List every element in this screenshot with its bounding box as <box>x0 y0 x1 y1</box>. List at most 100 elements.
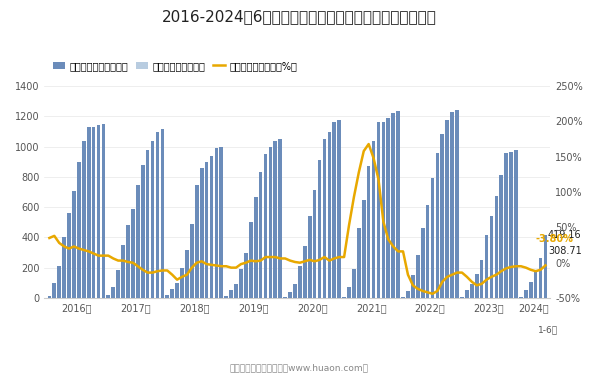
Bar <box>421 252 425 298</box>
Bar <box>411 284 414 298</box>
Bar <box>170 292 174 298</box>
Bar <box>426 205 429 298</box>
Bar <box>180 279 184 298</box>
Bar <box>318 211 321 298</box>
Bar <box>435 153 440 298</box>
Bar <box>347 286 351 298</box>
Bar <box>450 112 454 298</box>
Bar <box>131 242 135 298</box>
Bar <box>166 296 169 298</box>
Bar <box>362 236 365 298</box>
Bar <box>382 122 385 298</box>
Bar <box>205 162 209 298</box>
Bar <box>48 297 51 298</box>
Text: -3.80%: -3.80% <box>536 234 573 244</box>
Bar <box>416 271 420 298</box>
Bar <box>72 191 76 298</box>
Bar <box>308 215 312 298</box>
Bar <box>450 164 454 298</box>
Bar <box>62 263 66 298</box>
Bar <box>313 232 316 298</box>
Bar <box>283 297 287 298</box>
Bar <box>82 141 86 298</box>
Bar <box>495 196 498 298</box>
Bar <box>67 249 71 298</box>
Bar <box>386 118 390 298</box>
Bar <box>293 290 297 298</box>
Bar <box>273 191 277 298</box>
Bar <box>391 171 395 298</box>
Bar <box>239 280 243 298</box>
Bar <box>504 153 508 298</box>
Bar <box>357 229 361 298</box>
Bar <box>288 292 292 298</box>
Bar <box>229 293 233 298</box>
Bar <box>195 226 199 298</box>
Bar <box>485 235 489 298</box>
Bar <box>426 236 429 298</box>
Bar <box>215 191 218 298</box>
Bar <box>529 288 533 298</box>
Bar <box>234 290 238 298</box>
Bar <box>465 290 469 298</box>
Bar <box>406 294 410 298</box>
Bar <box>136 184 140 298</box>
Bar <box>446 170 449 298</box>
Bar <box>470 290 474 298</box>
Bar <box>524 293 527 298</box>
Bar <box>97 126 100 298</box>
Bar <box>386 176 390 298</box>
Bar <box>224 297 228 298</box>
Bar <box>332 182 336 298</box>
Bar <box>57 279 61 298</box>
Bar <box>322 194 327 298</box>
Bar <box>53 283 56 298</box>
Bar <box>210 156 213 298</box>
Bar <box>372 141 376 298</box>
Bar <box>293 284 297 298</box>
Bar <box>279 188 282 298</box>
Bar <box>121 245 125 298</box>
Bar <box>91 127 96 298</box>
Bar <box>318 160 321 298</box>
Bar <box>97 169 100 298</box>
Bar <box>269 147 272 298</box>
Bar <box>332 122 336 298</box>
Bar <box>190 252 194 298</box>
Bar <box>441 134 444 298</box>
Bar <box>529 282 533 298</box>
Bar <box>303 267 307 298</box>
Bar <box>514 195 518 298</box>
Bar <box>495 231 498 298</box>
Bar <box>77 218 81 298</box>
Bar <box>401 297 405 298</box>
Bar <box>480 275 483 298</box>
Bar <box>106 296 110 298</box>
Bar <box>160 129 164 298</box>
Text: 308.71: 308.71 <box>548 246 582 257</box>
Bar <box>219 147 223 298</box>
Bar <box>499 175 503 298</box>
Bar <box>131 209 135 298</box>
Bar <box>249 223 252 298</box>
Bar <box>298 266 302 298</box>
Text: 1-6月: 1-6月 <box>538 325 558 334</box>
Bar <box>166 295 169 298</box>
Bar <box>367 214 371 298</box>
Bar <box>524 290 527 298</box>
Bar <box>102 124 105 298</box>
Bar <box>67 213 71 298</box>
Bar <box>175 283 179 298</box>
Bar <box>328 132 331 298</box>
Bar <box>279 139 282 298</box>
Bar <box>337 120 341 298</box>
Bar <box>77 162 81 298</box>
Bar <box>155 132 159 298</box>
Bar <box>544 234 547 298</box>
Bar <box>264 154 267 298</box>
Bar <box>475 283 478 298</box>
Bar <box>62 237 66 298</box>
Bar <box>57 266 61 298</box>
Bar <box>151 191 154 298</box>
Bar <box>352 269 356 298</box>
